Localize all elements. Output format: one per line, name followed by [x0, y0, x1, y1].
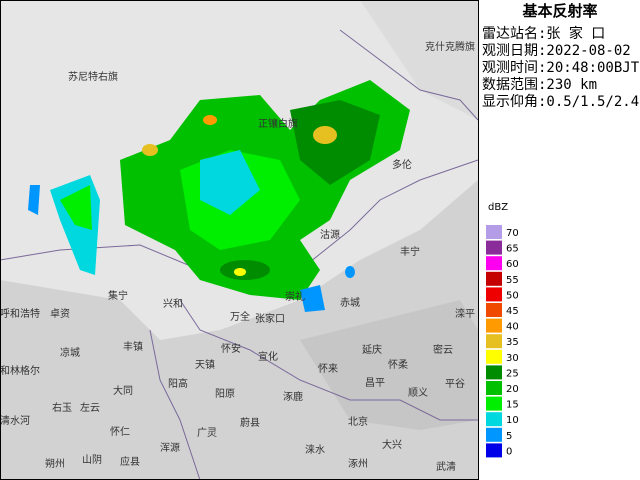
legend-swatch: [486, 412, 502, 427]
legend-label: 45: [506, 306, 519, 317]
legend-swatch: [486, 381, 502, 395]
place-label: 克什克腾旗: [425, 40, 475, 53]
place-label: 涞水: [305, 444, 325, 456]
station-info: 雷达站名:张 家 口观测日期:2022-08-02观测时间:20:48:00BJ…: [482, 25, 640, 110]
place-label: 涿鹿: [283, 390, 303, 403]
place-label: 滦平: [455, 307, 475, 320]
place-label: 左云: [80, 401, 100, 414]
legend-label: 30: [506, 353, 519, 364]
place-label: 阳高: [168, 377, 188, 390]
place-label: 和林格尔: [0, 364, 40, 377]
place-label: 大兴: [382, 438, 402, 451]
place-label: 应县: [120, 455, 140, 468]
legend-swatch: [486, 303, 502, 317]
place-label: 苏尼特右旗: [68, 70, 118, 83]
place-label: 赤城: [340, 297, 360, 309]
legend-label: 55: [506, 275, 519, 286]
info-line: 雷达站名:张 家 口: [482, 25, 605, 42]
legend-swatch: [486, 240, 502, 255]
panel-title: 基本反射率: [521, 2, 597, 20]
place-label: 阳原: [215, 388, 235, 400]
legend-swatch: [486, 334, 502, 349]
place-label: 清水河: [0, 414, 30, 427]
place-label: 兴和: [163, 298, 183, 310]
legend-swatch: [486, 365, 502, 380]
place-label: 昌平: [365, 377, 385, 389]
place-label: 延庆: [362, 343, 382, 356]
legend-swatch: [486, 427, 502, 442]
radar-echoes: [28, 80, 410, 312]
place-label: 崇礼: [285, 290, 305, 303]
place-label: 丰镇: [123, 340, 143, 353]
place-label: 浑源: [160, 441, 180, 454]
legend-label: 20: [506, 384, 519, 395]
info-line: 数据范围:230 km: [482, 76, 597, 93]
place-label: 密云: [433, 343, 453, 356]
place-label: 天镇: [195, 358, 215, 371]
legend-label: 70: [506, 228, 519, 239]
info-line: 观测时间:20:48:00BJT: [482, 60, 640, 76]
place-label: 广灵: [197, 427, 217, 439]
place-label: 涿州: [348, 458, 368, 470]
place-label: 武清: [436, 460, 456, 473]
place-label: 北京: [348, 415, 368, 428]
place-label: 怀仁: [110, 426, 130, 438]
place-label: 大同: [113, 384, 133, 397]
info-line: 显示仰角:0.5/1.5/2.4: [482, 94, 639, 110]
legend-label: 25: [506, 368, 519, 379]
place-label: 怀来: [318, 363, 338, 375]
info-line: 观测日期:2022-08-02: [482, 43, 631, 59]
place-label: 卓资: [50, 308, 70, 320]
place-label: 呼和浩特: [0, 308, 40, 320]
legend-swatch: [486, 256, 502, 271]
info-panel: [480, 0, 640, 480]
place-label: 丰宁: [400, 245, 420, 258]
place-label: 宣化: [258, 350, 278, 363]
legend-label: 65: [506, 244, 519, 255]
legend-label: 35: [506, 337, 519, 348]
place-label: 集宁: [108, 289, 128, 302]
legend-swatch: [486, 225, 502, 239]
place-label: 顺义: [408, 387, 428, 399]
legend-label: 0: [506, 446, 512, 457]
legend-label: 60: [506, 259, 519, 270]
place-label: 平谷: [445, 378, 465, 390]
place-label: 正镶白旗: [258, 117, 298, 130]
legend-swatch: [486, 318, 502, 333]
place-label: 张家口: [255, 312, 285, 325]
legend-swatch: [486, 271, 502, 286]
legend-swatch: [486, 443, 502, 458]
place-label: 凉城: [60, 346, 80, 359]
place-label: 沽源: [320, 228, 340, 241]
legend-label: 10: [506, 415, 519, 426]
place-label: 多伦: [392, 158, 412, 171]
place-label: 山阴: [82, 454, 102, 466]
place-labels: 苏尼特右旗 克什克腾旗 多伦 正镶白旗 沽源 丰宁 兴和 集宁 卓资 呼和浩特 …: [0, 40, 475, 473]
legend-unit: dBZ: [488, 202, 508, 213]
legend-label: 40: [506, 322, 519, 333]
legend-swatch: [486, 396, 502, 411]
place-label: 万全: [230, 310, 250, 323]
place-label: 朔州: [45, 457, 65, 470]
legend-label: 5: [506, 431, 512, 442]
legend-swatch: [486, 287, 502, 302]
legend-swatch: [486, 349, 502, 364]
place-label: 怀柔: [388, 359, 408, 371]
place-label: 怀安: [221, 342, 241, 355]
legend-label: 50: [506, 290, 519, 301]
legend-label: 15: [506, 400, 519, 411]
place-label: 蔚县: [240, 417, 260, 429]
place-label: 右玉: [52, 401, 72, 414]
